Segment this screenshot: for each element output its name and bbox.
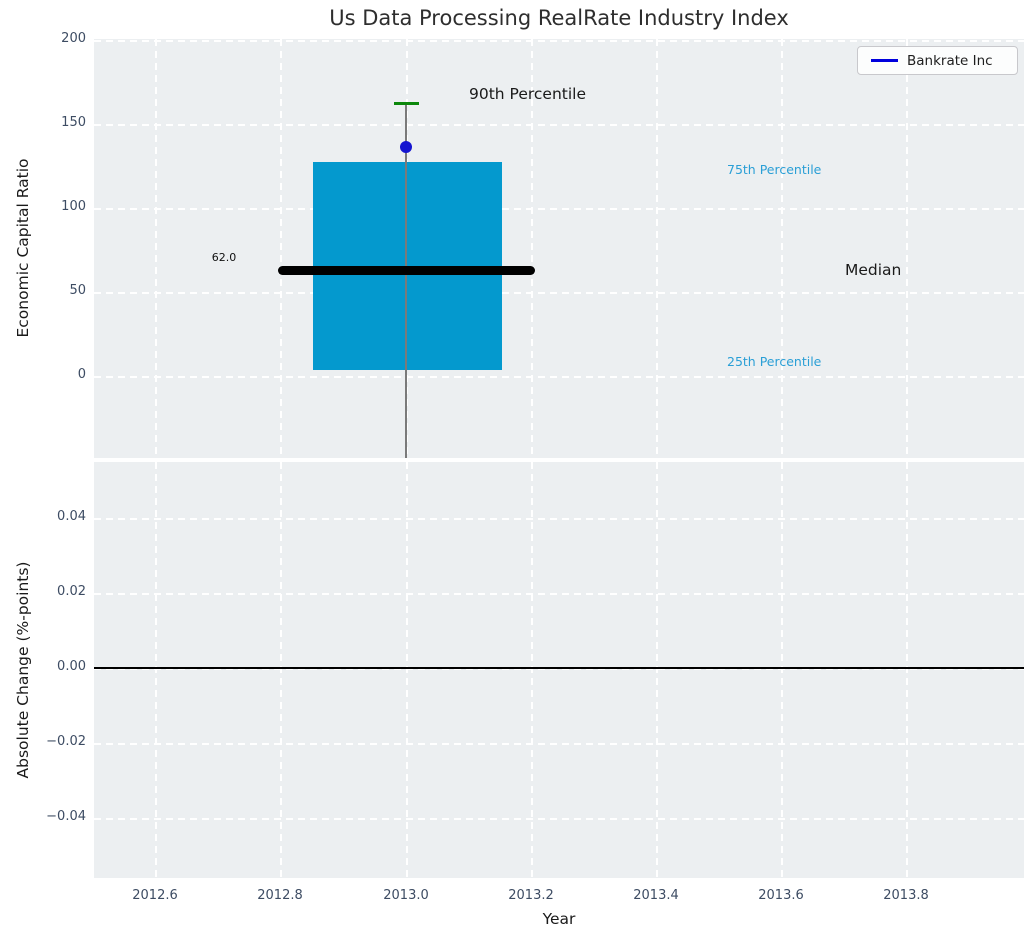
gridline: [94, 668, 1024, 670]
gridline: [155, 462, 157, 878]
legend: Bankrate Inc: [857, 46, 1018, 75]
bankrate-data-point: [400, 141, 412, 153]
gridline: [280, 39, 282, 458]
bottom-plot-area: [94, 462, 1024, 878]
gridline: [155, 39, 157, 458]
gridline: [906, 462, 908, 878]
median-value-annotation: 62.0: [211, 251, 237, 264]
top-y-axis-label: Economic Capital Ratio: [14, 158, 32, 338]
gridline: [94, 593, 1024, 595]
y-tick-label: 0.02: [57, 584, 86, 599]
gridline: [94, 40, 1024, 42]
gridline: [781, 462, 783, 878]
x-tick-label: 2013.2: [508, 888, 554, 903]
legend-label: Bankrate Inc: [907, 52, 993, 69]
y-tick-label: 0.00: [57, 659, 86, 674]
legend-line-sample: [871, 59, 898, 62]
x-tick-label: 2013.4: [633, 888, 679, 903]
y-tick-label: −0.02: [46, 734, 86, 749]
median-annotation: Median: [845, 261, 902, 279]
gridline: [656, 462, 658, 878]
gridline: [94, 208, 1024, 210]
y-tick-label: −0.04: [46, 809, 86, 824]
gridline: [781, 39, 783, 458]
x-tick-label: 2013.6: [758, 888, 804, 903]
chart-title: Us Data Processing RealRate Industry Ind…: [329, 6, 789, 30]
x-axis-label: Year: [542, 910, 576, 928]
gridline: [94, 124, 1024, 126]
y-tick-label: 100: [61, 199, 86, 214]
gridline: [94, 818, 1024, 820]
p75-annotation: 75th Percentile: [727, 162, 822, 177]
gridline: [94, 743, 1024, 745]
gridline: [94, 518, 1024, 520]
x-tick-label: 2012.6: [132, 888, 178, 903]
y-tick-label: 200: [61, 31, 86, 46]
y-tick-label: 0: [77, 367, 86, 382]
x-tick-label: 2012.8: [257, 888, 303, 903]
gridline: [94, 292, 1024, 294]
x-tick-label: 2013.0: [383, 888, 429, 903]
p25-annotation: 25th Percentile: [727, 354, 822, 369]
gridline: [906, 39, 908, 458]
gridline: [280, 462, 282, 878]
percentile-whisker-line: [405, 103, 407, 458]
gridline: [531, 39, 533, 458]
gridline: [531, 462, 533, 878]
y-tick-label: 50: [69, 283, 86, 298]
gridline: [94, 376, 1024, 378]
top-plot-area: [94, 39, 1024, 458]
y-tick-label: 0.04: [57, 509, 86, 524]
x-tick-label: 2013.8: [883, 888, 929, 903]
zero-baseline: [94, 667, 1024, 669]
p90-cap: [394, 102, 419, 105]
median-line: [278, 266, 535, 275]
gridline: [656, 39, 658, 458]
y-tick-label: 150: [61, 115, 86, 130]
gridline: [406, 462, 408, 878]
p90-annotation: 90th Percentile: [469, 85, 587, 103]
